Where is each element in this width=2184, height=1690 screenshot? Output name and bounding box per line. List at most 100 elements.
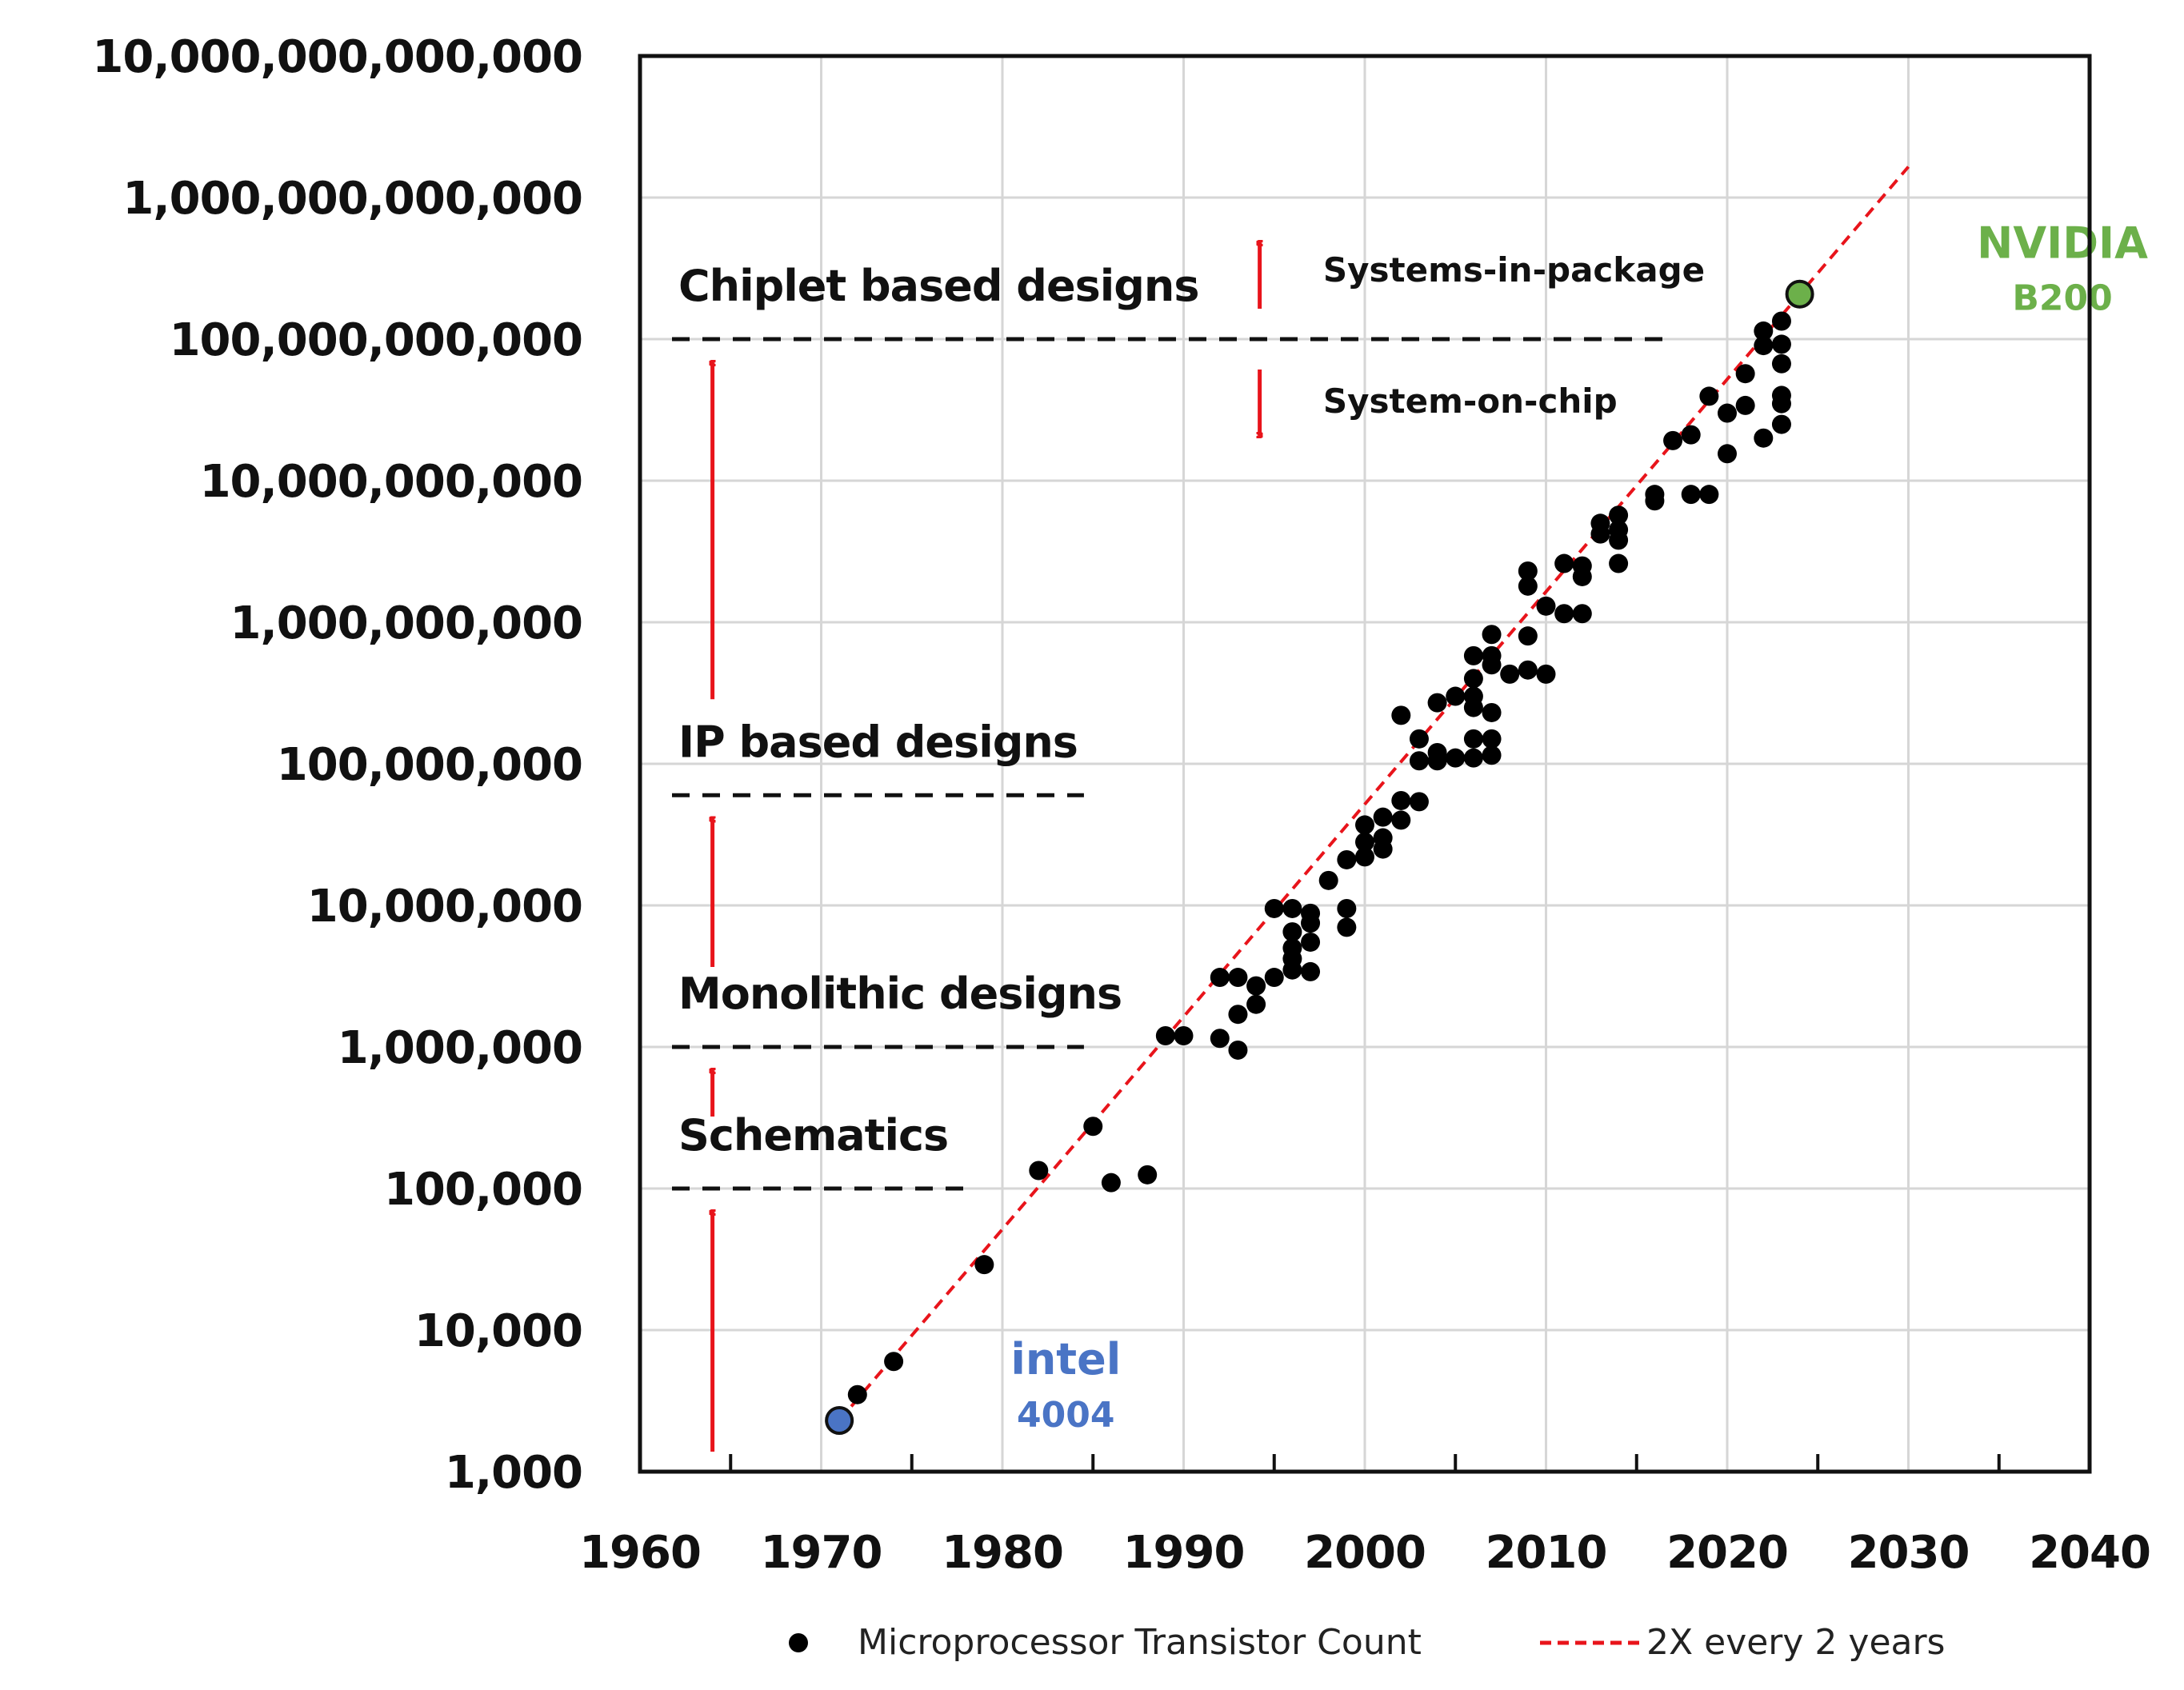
x-tick-label: 2020 xyxy=(1666,1527,1788,1579)
data-point xyxy=(1409,729,1429,749)
x-tick-label: 2010 xyxy=(1486,1527,1607,1579)
data-point xyxy=(1554,604,1574,624)
data-point xyxy=(1482,702,1502,722)
data-point xyxy=(1427,693,1447,713)
data-point xyxy=(1264,898,1284,918)
data-point xyxy=(1391,790,1411,810)
data-point xyxy=(1282,960,1302,980)
data-point xyxy=(1391,705,1411,725)
x-tick-label: 2040 xyxy=(2029,1527,2150,1579)
data-point xyxy=(1463,669,1483,689)
data-point xyxy=(1754,321,1774,341)
data-point xyxy=(1427,751,1447,771)
data-point xyxy=(1482,729,1502,749)
data-point xyxy=(1337,849,1357,869)
y-tick-label: 10,000,000,000,000 xyxy=(92,31,582,83)
data-point xyxy=(1645,491,1665,511)
data-point xyxy=(1754,336,1774,356)
era-label: Chiplet based designs xyxy=(678,261,1198,311)
data-point xyxy=(1771,414,1791,434)
data-point xyxy=(1101,1173,1121,1193)
data-point xyxy=(1735,364,1755,384)
data-point xyxy=(1699,386,1719,406)
data-point xyxy=(1518,626,1538,646)
data-point xyxy=(1282,922,1302,942)
system-on-chip-label: System-on-chip xyxy=(1323,382,1618,421)
data-point xyxy=(1536,596,1556,616)
y-tick-label: 1,000,000,000,000 xyxy=(122,173,582,225)
data-point xyxy=(1718,444,1737,464)
highlight-sublabel: 4004 xyxy=(1017,1395,1114,1436)
data-point xyxy=(1409,792,1429,812)
x-tick-label: 2000 xyxy=(1304,1527,1426,1579)
data-points xyxy=(847,311,1791,1404)
data-point xyxy=(1391,810,1411,830)
data-point xyxy=(1264,968,1284,988)
data-point xyxy=(1210,1029,1230,1049)
x-axis-ticks: 1960 1970 1980 1990 2000 2010 2020 2030 2040 xyxy=(579,1527,2151,1579)
data-point xyxy=(1282,898,1302,918)
y-tick-label: 10,000 xyxy=(414,1305,582,1357)
data-point xyxy=(1228,1040,1248,1060)
data-point xyxy=(1518,576,1538,596)
highlight-label: NVIDIA xyxy=(1977,218,2148,269)
data-point xyxy=(1771,311,1791,331)
data-point xyxy=(1373,839,1393,859)
data-point xyxy=(1228,968,1248,988)
y-tick-label: 100,000,000 xyxy=(277,739,582,791)
data-point xyxy=(1754,428,1774,448)
y-tick-label: 100,000,000,000 xyxy=(170,314,582,366)
highlight-sublabel: B200 xyxy=(2012,278,2112,319)
plot-frame xyxy=(638,54,2092,1474)
data-point xyxy=(1029,1161,1049,1181)
data-point xyxy=(1355,815,1374,835)
legend-label: Microprocessor Transistor Count xyxy=(858,1622,1422,1663)
data-point xyxy=(1301,932,1321,952)
data-point xyxy=(1609,530,1629,550)
data-point xyxy=(1590,524,1610,544)
x-tick-label: 1970 xyxy=(761,1527,882,1579)
era-label: Schematics xyxy=(678,1110,948,1161)
data-point xyxy=(1446,748,1466,768)
data-point xyxy=(1446,686,1466,706)
data-point xyxy=(1663,430,1683,450)
data-point xyxy=(1246,976,1266,996)
data-point xyxy=(884,1352,904,1372)
x-tick-label: 1990 xyxy=(1123,1527,1245,1579)
data-point xyxy=(1572,566,1592,586)
x-tick-label: 2030 xyxy=(1848,1527,1970,1579)
y-tick-label: 1,000,000,000 xyxy=(230,597,582,649)
data-point xyxy=(1699,485,1719,505)
data-point xyxy=(1482,655,1502,675)
data-point xyxy=(1174,1025,1194,1045)
highlight-point xyxy=(825,1405,854,1435)
data-point xyxy=(1482,745,1502,765)
data-point xyxy=(1771,354,1791,374)
data-point xyxy=(1463,748,1483,768)
data-point xyxy=(1463,697,1483,717)
systems-in-package-label: Systems-in-package xyxy=(1323,250,1705,290)
data-point xyxy=(1373,807,1393,827)
y-axis-ticks: 1,000 10,000 100,000 1,000,000 10,000,000 100… xyxy=(92,31,583,1499)
data-point xyxy=(1735,395,1755,415)
data-point xyxy=(1409,751,1429,771)
data-point xyxy=(1463,645,1483,665)
x-tick-label: 1960 xyxy=(579,1527,701,1579)
data-point xyxy=(1718,403,1737,423)
data-point xyxy=(1355,832,1374,852)
data-point xyxy=(1301,913,1321,933)
data-point xyxy=(1500,664,1520,684)
trend-line xyxy=(838,166,1910,1422)
legend: Microprocessor Transistor Count 2X every … xyxy=(789,1622,1945,1663)
data-point xyxy=(1518,660,1538,680)
data-point xyxy=(1337,898,1357,918)
data-point xyxy=(847,1384,867,1404)
data-point xyxy=(1572,604,1592,624)
legend-dot-icon xyxy=(789,1633,808,1652)
data-point xyxy=(1083,1117,1103,1137)
legend-label: 2X every 2 years xyxy=(1646,1622,1945,1663)
y-tick-label: 1,000,000 xyxy=(338,1022,582,1074)
y-tick-label: 1,000 xyxy=(445,1447,582,1499)
data-point xyxy=(1554,553,1574,573)
data-point xyxy=(1246,994,1266,1014)
